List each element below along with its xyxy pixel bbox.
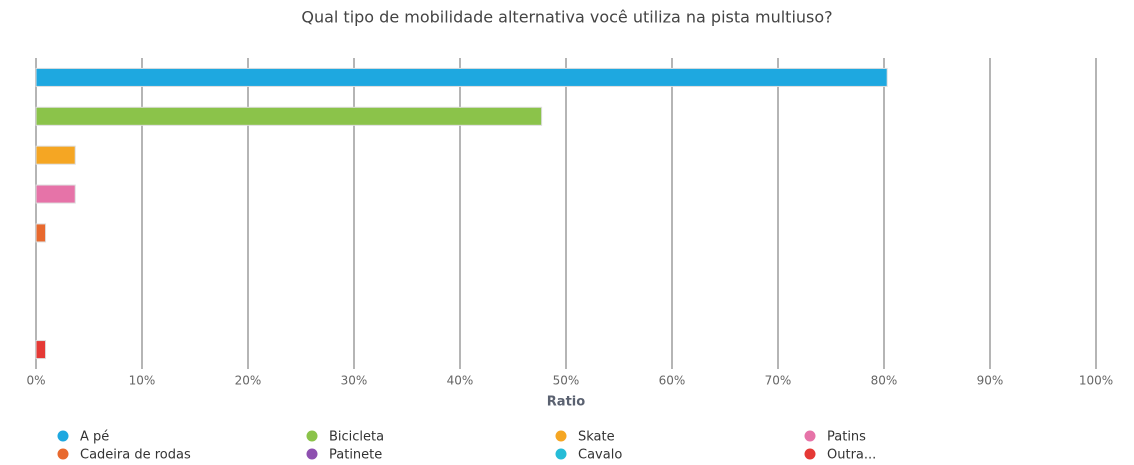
bar	[35, 184, 76, 204]
legend-marker	[306, 430, 318, 442]
x-tick-label: 100%	[1079, 374, 1113, 388]
x-tick-label: 90%	[977, 374, 1004, 388]
bar	[35, 145, 76, 165]
legend-marker	[555, 448, 567, 460]
x-tick-label: 20%	[235, 374, 262, 388]
bar	[35, 340, 47, 360]
x-axis-label: Ratio	[547, 395, 585, 410]
x-tick-label: 60%	[659, 374, 686, 388]
bar	[35, 223, 47, 243]
legend-label: Outra...	[827, 448, 876, 463]
x-tick-label: 80%	[871, 374, 898, 388]
legend-marker	[555, 430, 567, 442]
x-tick-label: 10%	[129, 374, 156, 388]
chart-title: Qual tipo de mobilidade alternativa você…	[301, 8, 832, 27]
legend-label: Bicicleta	[329, 430, 384, 445]
legend-marker	[57, 430, 69, 442]
legend-marker	[57, 448, 69, 460]
bar	[35, 67, 888, 87]
x-tick-label: 30%	[341, 374, 368, 388]
x-tick-label: 40%	[447, 374, 474, 388]
legend-label: Cavalo	[578, 448, 622, 463]
legend-label: Patins	[827, 430, 866, 445]
legend-label: A pé	[80, 430, 109, 445]
x-tick-label: 0%	[26, 374, 45, 388]
bar	[35, 106, 543, 126]
legend-label: Patinete	[329, 448, 382, 463]
legend-marker	[306, 448, 318, 460]
legend-label: Skate	[578, 430, 615, 445]
legend-marker	[804, 430, 816, 442]
x-tick-label: 70%	[765, 374, 792, 388]
x-tick-label: 50%	[553, 374, 580, 388]
legend-label: Cadeira de rodas	[80, 448, 191, 463]
legend-marker	[804, 448, 816, 460]
